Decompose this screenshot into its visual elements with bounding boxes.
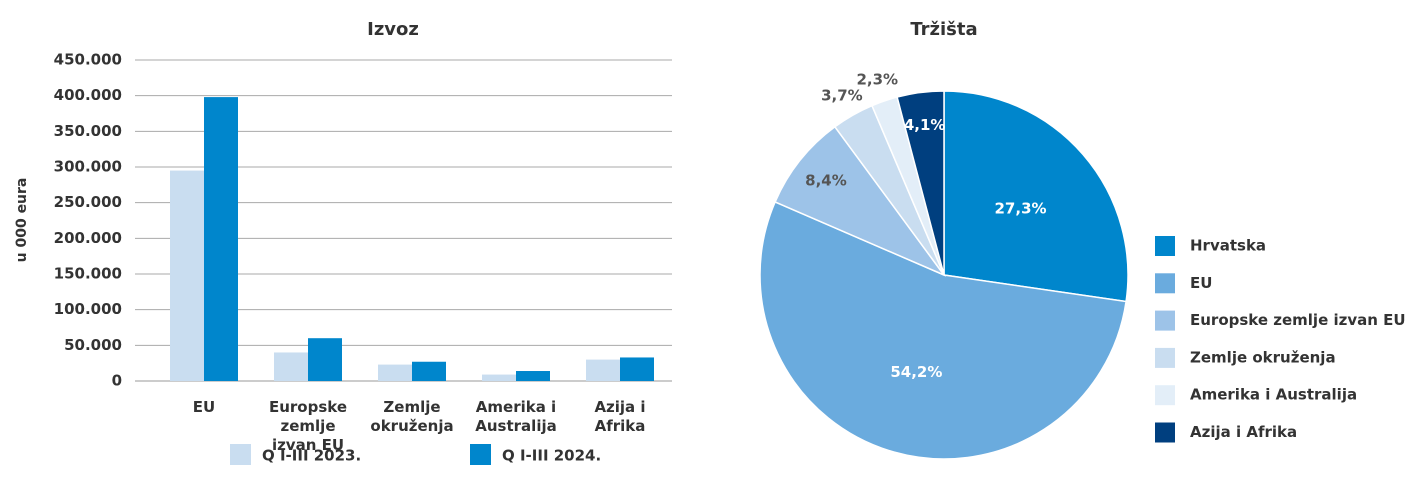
legend-swatch [230,444,251,465]
pie-slice [774,125,947,277]
legend-label: Europske zemlje izvan EU [1190,311,1406,329]
data-label: 8,4% [805,172,847,190]
legend-swatch [1155,422,1175,443]
data-label: 27,3% [995,199,1047,217]
legend-label: Hrvatska [1190,237,1266,255]
bar [204,97,238,382]
bar [170,170,204,381]
bar [620,357,654,381]
data-label: 2,3% [856,71,898,89]
x-tick-label: EU [192,398,216,416]
bar [412,361,446,381]
pie-slice [943,90,1129,303]
x-tick-label: Zemlje okruženja [370,398,454,435]
pie-slice [896,90,945,276]
data-label: 54,2% [890,363,942,381]
y-tick-label: 100.000 [54,300,122,318]
y-tick-label: 450.000 [54,51,122,69]
bar [482,374,516,381]
bar-title: Izvoz [367,19,419,40]
legend-swatch [1155,347,1175,368]
y-tick-label: 50.000 [64,336,122,354]
legend-label: Q I-III 2023. [262,447,361,465]
legend-swatch [470,444,491,465]
bar [378,364,412,381]
bar [516,371,550,381]
legend-label: Zemlje okruženja [1190,348,1336,366]
legend-label: EU [1190,274,1212,292]
legend-swatch [1155,236,1175,256]
legend-label: Amerika i Australija [1190,386,1357,404]
y-tick-label: 400.000 [54,86,122,104]
pie-slice [759,200,1127,460]
y-tick-label: 150.000 [54,265,122,283]
data-label: 3,7% [821,86,863,104]
y-tick-label: 0 [112,372,122,390]
legend-swatch [1155,310,1175,331]
bar [274,352,308,381]
x-tick-label: Amerika i Australija [475,398,557,435]
legend-label: Azija i Afrika [1190,423,1297,441]
legend-label: Q I-III 2024. [502,447,601,465]
y-tick-label: 200.000 [54,229,122,247]
legend-swatch [1155,385,1175,406]
bar [586,359,620,381]
legend-swatch [1155,273,1175,294]
pie-title: Tržišta [910,19,977,40]
data-label: 4,1% [904,116,946,134]
y-tick-label: 300.000 [54,158,122,176]
x-tick-label: Europske zemlje izvan EU [268,398,348,454]
y-tick-label: 250.000 [54,193,122,211]
x-tick-label: Azija i Afrika [594,398,646,435]
y-tick-label: 350.000 [54,122,122,140]
bar [308,338,342,381]
y-axis-label: u 000 eura [14,178,30,263]
